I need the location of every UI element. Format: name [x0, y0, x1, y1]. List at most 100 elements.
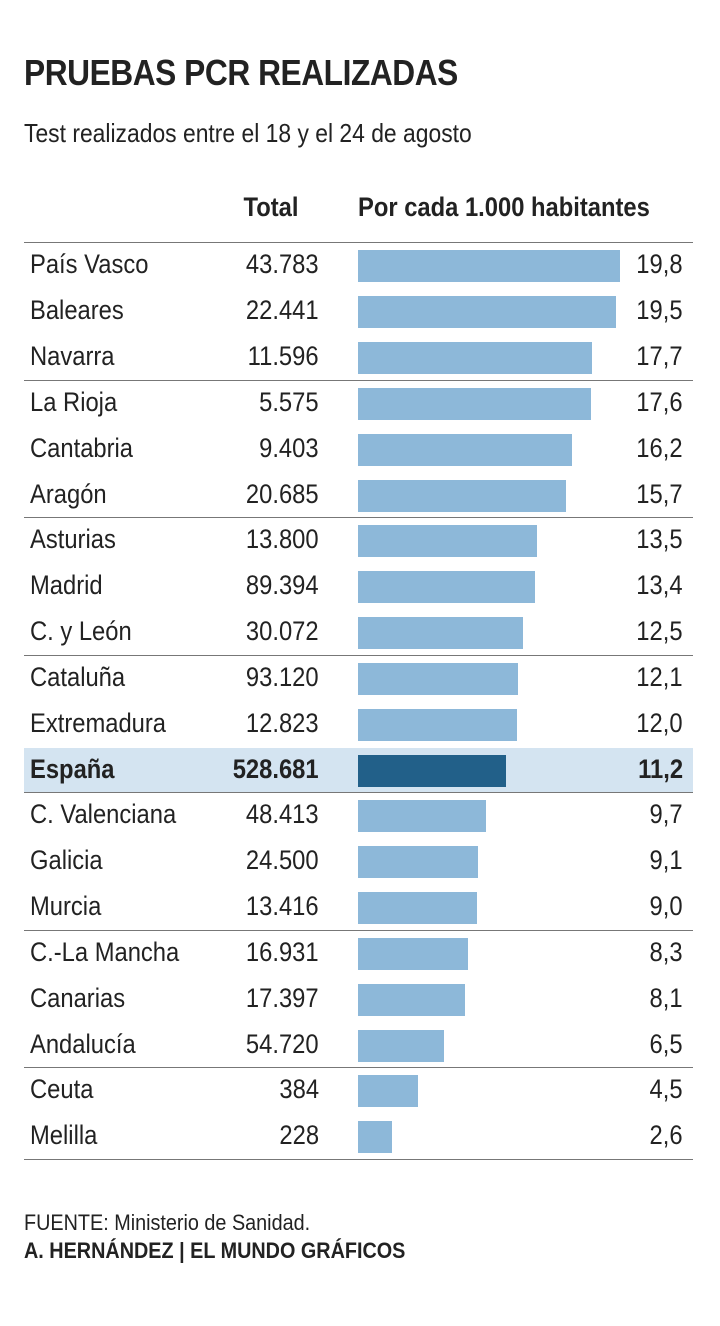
region-name: C.-La Mancha [30, 936, 180, 967]
region-name: Melilla [30, 1120, 98, 1150]
rate-label: 9,7 [649, 799, 683, 829]
table-row: Andalucía 54.720 6,5 [24, 1023, 693, 1068]
table-row: C.-La Mancha 16.931 8,3 [24, 931, 693, 977]
region-name: Baleares [30, 295, 124, 325]
table-row: La Rioja 5.575 17,6 [24, 381, 693, 427]
rate-label: 12,5 [636, 616, 683, 646]
region-name: Galicia [30, 845, 103, 875]
table-row: Baleares 22.441 19,5 [24, 289, 693, 335]
rate-label: 8,3 [649, 936, 683, 967]
region-name: Ceuta [30, 1074, 94, 1104]
column-header-rate: Por cada 1.000 habitantes [358, 192, 650, 222]
table-row-total: España 528.681 11,2 [24, 747, 693, 793]
bar [358, 387, 591, 420]
bar [358, 525, 537, 557]
rate-label: 9,0 [649, 891, 683, 921]
region-name: Cataluña [30, 661, 126, 692]
rate-label: 13,4 [636, 570, 683, 600]
total-value: 13.416 [246, 891, 319, 921]
bar [358, 433, 573, 466]
total-value: 43.783 [246, 249, 319, 279]
bar [358, 1075, 418, 1107]
table-row: Ceuta 384 4,5 [24, 1068, 693, 1114]
total-value: 16.931 [246, 936, 319, 967]
region-name: Andalucía [30, 1028, 136, 1059]
region-name: Asturias [30, 524, 116, 554]
bar [358, 342, 593, 374]
bar [358, 708, 517, 741]
rate-label: 8,1 [649, 982, 683, 1013]
bar [358, 937, 468, 970]
region-name: Murcia [30, 891, 102, 921]
total-value: 24.500 [246, 845, 319, 875]
region-name: Extremadura [30, 707, 167, 738]
total-value: 11.596 [248, 341, 319, 371]
region-name: C. y León [30, 616, 132, 646]
rate-label: 12,0 [636, 707, 683, 738]
credit-line: A. HERNÁNDEZ | EL MUNDO GRÁFICOS [24, 1238, 406, 1263]
rate-label: 17,6 [636, 386, 683, 417]
bar [358, 1029, 444, 1062]
total-value: 9.403 [259, 432, 319, 463]
total-value: 5.575 [259, 386, 319, 417]
table-row: País Vasco 43.783 19,8 [24, 243, 693, 289]
table-row: Canarias 17.397 8,1 [24, 977, 693, 1023]
bar [358, 846, 479, 878]
table-row: Asturias 13.800 13,5 [24, 518, 693, 564]
total-value: 528.681 [233, 753, 319, 784]
total-value: 93.120 [246, 661, 319, 692]
region-name: Cantabria [30, 432, 134, 463]
bar [358, 250, 620, 282]
table-row: Cataluña 93.120 12,1 [24, 656, 693, 702]
rate-label: 9,1 [649, 845, 683, 875]
table-row: Melilla 228 2,6 [24, 1114, 693, 1160]
table-row: Murcia 13.416 9,0 [24, 885, 693, 931]
bar [358, 983, 466, 1016]
total-value: 228 [279, 1120, 319, 1150]
region-name: Aragón [30, 478, 107, 509]
total-value: 22.441 [246, 295, 319, 325]
region-name: Navarra [30, 341, 115, 371]
region-name: España [30, 753, 115, 784]
table-row: Madrid 89.394 13,4 [24, 564, 693, 610]
data-table: País Vasco 43.783 19,8 Baleares 22.441 19,5 Na… [24, 242, 693, 1160]
rate-label: 6,5 [649, 1028, 683, 1059]
bar [358, 892, 478, 924]
total-value: 89.394 [246, 570, 319, 600]
bar [358, 800, 487, 832]
bar [358, 754, 507, 787]
rate-label: 4,5 [649, 1074, 683, 1104]
total-value: 30.072 [246, 616, 319, 646]
total-value: 54.720 [246, 1028, 319, 1059]
bar [358, 617, 524, 649]
total-value: 384 [279, 1074, 319, 1104]
rate-label: 19,8 [636, 249, 683, 279]
chart-subtitle: Test realizados entre el 18 y el 24 de a… [24, 118, 472, 148]
total-value: 12.823 [246, 707, 319, 738]
region-name: La Rioja [30, 386, 118, 417]
column-header-total: Total [243, 192, 298, 222]
rate-label: 16,2 [636, 432, 683, 463]
total-value: 13.800 [246, 524, 319, 554]
bar [358, 662, 519, 695]
total-value: 48.413 [246, 799, 319, 829]
region-name: País Vasco [30, 249, 149, 279]
bar [358, 571, 536, 603]
chart-title: PRUEBAS PCR REALIZADAS [24, 52, 458, 93]
bar [358, 1121, 393, 1153]
region-name: Madrid [30, 570, 103, 600]
source-note: FUENTE: Ministerio de Sanidad. [24, 1210, 311, 1235]
total-value: 17.397 [246, 982, 319, 1013]
table-row: C. Valenciana 48.413 9,7 [24, 793, 693, 839]
table-row: C. y León 30.072 12,5 [24, 610, 693, 656]
rate-label: 15,7 [636, 478, 683, 509]
rate-label: 17,7 [636, 341, 683, 371]
table-row: Cantabria 9.403 16,2 [24, 427, 693, 473]
rate-label: 2,6 [649, 1120, 683, 1150]
rate-label: 11,2 [638, 753, 683, 784]
table-row: Navarra 11.596 17,7 [24, 335, 693, 381]
rate-label: 13,5 [636, 524, 683, 554]
rate-label: 19,5 [636, 295, 683, 325]
rate-label: 12,1 [636, 661, 683, 692]
table-row: Aragón 20.685 15,7 [24, 473, 693, 518]
